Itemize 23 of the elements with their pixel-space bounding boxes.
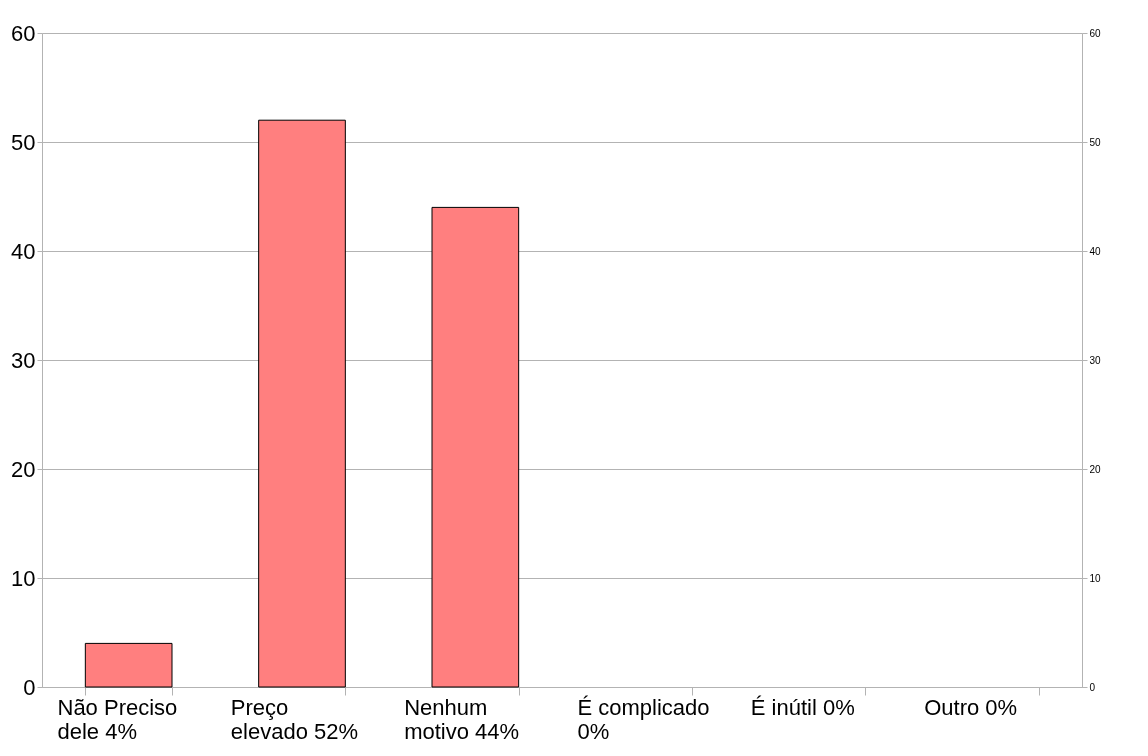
y2-tick-label: 50 (1089, 136, 1102, 148)
y2-tick-label: 10 (1089, 572, 1102, 584)
y-tick-label: 0 (23, 674, 36, 700)
y2-tick-label: 0 (1089, 681, 1096, 693)
y-tick-label: 60 (11, 20, 36, 46)
x-tick-label: Preço elevado 52% (230, 694, 359, 744)
bar (258, 119, 346, 688)
y-tick-label: 40 (11, 238, 36, 264)
y-tick-label: 30 (11, 347, 36, 373)
y2-tick-label: 20 (1089, 463, 1102, 475)
x-tick-label: Não Preciso dele 4% (57, 694, 178, 744)
bar (431, 206, 520, 688)
x-tick-label: Nenhum motivo 44% (404, 694, 520, 744)
y2-tick-label: 60 (1089, 27, 1102, 39)
x-tick-label: Outro 0% (924, 694, 1018, 720)
x-tick-label: É inútil 0% (750, 694, 855, 720)
y-tick-label: 20 (11, 456, 36, 482)
y2-tick-label: 40 (1089, 245, 1102, 257)
x-tick-label: É complicado 0% (577, 694, 710, 744)
y-tick-label: 50 (11, 129, 36, 155)
y-tick-label: 10 (11, 565, 36, 591)
y2-tick-label: 30 (1089, 354, 1102, 366)
bar (84, 642, 173, 688)
